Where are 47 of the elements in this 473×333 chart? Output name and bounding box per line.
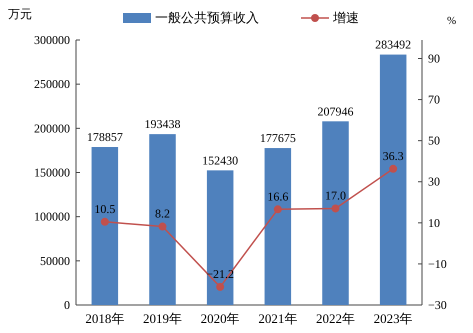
data-label: 193438 xyxy=(144,117,180,132)
y2-tick-label: −30 xyxy=(428,298,447,312)
data-label: 178857 xyxy=(86,130,123,144)
x-tick-label: 2018年 xyxy=(85,311,124,326)
x-tick-label: 2019年 xyxy=(143,311,182,326)
bar xyxy=(380,54,406,305)
x-tick-label: 2022年 xyxy=(316,311,355,326)
y-axis-title: 万元 xyxy=(8,7,32,21)
point xyxy=(158,222,166,231)
point xyxy=(332,204,340,212)
point xyxy=(389,164,398,173)
point xyxy=(100,218,109,226)
bar xyxy=(206,170,234,305)
y2-tick-label: −10 xyxy=(428,256,447,271)
data-label: 152430 xyxy=(202,153,238,168)
x-tick-label: 2021年 xyxy=(258,311,298,326)
data-label: 10.5 xyxy=(94,202,116,216)
y-tick-label: 300000 xyxy=(34,33,70,47)
data-label: 36.3 xyxy=(382,148,404,163)
y-tick-label: 250000 xyxy=(34,77,70,92)
y2-tick-label: 10 xyxy=(428,216,440,230)
legend-label: 增速 xyxy=(332,10,359,25)
data-label: 207946 xyxy=(318,104,354,118)
bar xyxy=(322,121,349,305)
x-tick-label: 2020年 xyxy=(200,311,240,326)
bar xyxy=(92,147,118,305)
y2-axis-title: % xyxy=(447,15,456,27)
data-label: 8.2 xyxy=(155,206,170,221)
y2-tick-label: 50 xyxy=(428,134,440,148)
data-label: 177675 xyxy=(260,131,296,146)
bar xyxy=(149,134,176,305)
y-tick-label: 0 xyxy=(64,298,70,312)
y-tick-label: 50000 xyxy=(40,254,70,268)
legend-label: 一般公共预算收入 xyxy=(155,10,259,25)
y-tick-label: 100000 xyxy=(34,210,70,224)
y2-tick-label: 70 xyxy=(428,92,440,107)
data-label: 283492 xyxy=(375,38,412,52)
y2-tick-label: 30 xyxy=(428,174,440,189)
point xyxy=(274,205,282,214)
y-tick-label: 150000 xyxy=(34,166,70,180)
y-tick-label: 200000 xyxy=(34,121,70,136)
bar xyxy=(264,148,292,305)
data-label: 17.0 xyxy=(325,188,346,202)
data-label: 16.6 xyxy=(267,189,288,204)
x-tick-label: 2023年 xyxy=(374,311,413,326)
y2-tick-label: 90 xyxy=(428,51,440,66)
point xyxy=(216,282,224,291)
